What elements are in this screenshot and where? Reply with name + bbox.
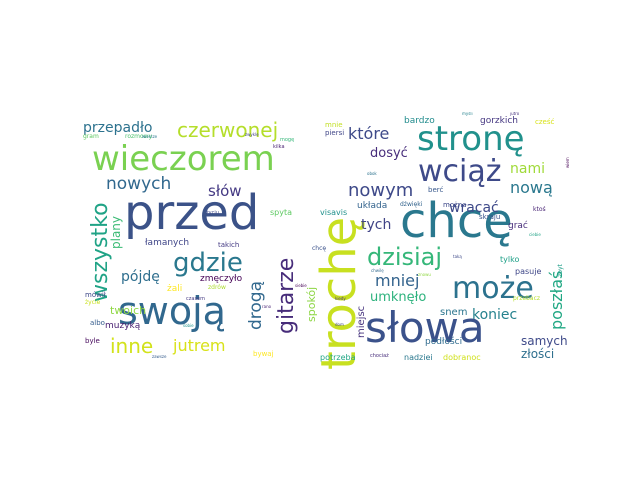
word-taka: taką	[453, 254, 462, 259]
word-chociaz: chociaż	[370, 353, 389, 359]
word-chce-large: chcę	[400, 193, 513, 249]
word-pasuje: pasuje	[515, 267, 542, 276]
word-nowych: nowych	[106, 174, 172, 194]
word-chce-small: chcę	[312, 245, 327, 252]
word-zwykle: zwykle	[245, 132, 259, 137]
word-potrzeba: potrzeba	[320, 353, 356, 362]
word-zbyt: zbyt	[557, 264, 564, 277]
word-wiem: wiem	[565, 157, 570, 168]
word-nowa: nową	[510, 178, 553, 197]
word-chwile: chwilę	[371, 268, 384, 273]
word-ktos: ktoś	[533, 206, 546, 213]
word-czerwonej: czerwonej	[177, 118, 279, 142]
word-nadziei: nadziei	[404, 353, 433, 362]
word-dzisiaj: dzisiaj	[367, 243, 443, 271]
word-swoja: swoją	[118, 289, 226, 333]
word-jutro: jutro	[510, 112, 520, 116]
word-koniec: koniec	[472, 307, 518, 323]
word-zlosci: złości	[521, 347, 555, 361]
word-albo: albo	[90, 319, 105, 327]
word-lamanych: łamanych	[145, 238, 190, 248]
word-muzyka: muzyką	[105, 321, 141, 331]
word-jutrem: jutrem	[173, 336, 226, 355]
word-uklada: układa	[357, 201, 388, 211]
word-samych: samych	[521, 334, 568, 348]
word-berc: berć	[428, 186, 444, 194]
word-visavis: visavis	[320, 208, 348, 217]
word-mozna: można	[443, 201, 467, 209]
word-rano: rano	[262, 304, 272, 309]
word-pojde: pójdę	[121, 269, 160, 285]
word-skraju: skraju	[479, 213, 501, 221]
word-wiersze: wiersze	[142, 134, 158, 139]
word-troche: trochę	[311, 216, 367, 369]
word-gorzkich: gorzkich	[480, 116, 519, 126]
word-moze: może	[452, 271, 534, 306]
word-plany: plany	[109, 215, 123, 249]
word-dzwieki: dźwięki	[400, 201, 423, 208]
word-dosyc: dosyć	[370, 146, 408, 161]
word-inne: inne	[110, 334, 154, 358]
word-zawsze: zawsze	[152, 354, 167, 359]
word-bardzo: bardzo	[404, 116, 435, 126]
word-spyta: spyta	[270, 208, 293, 217]
word-przepadlo: przepadło	[83, 120, 153, 136]
word-wieczorem: wieczorem	[92, 139, 275, 179]
word-przebacz: przebacz	[513, 295, 541, 302]
word-grac: grać	[508, 221, 528, 231]
word-gitarze: gitarze	[274, 257, 299, 334]
word-cloud: przed chcę trochę słowa swoją wieczorem …	[80, 112, 577, 369]
word-znowu: znowu	[418, 272, 431, 277]
word-dom: dom	[335, 322, 344, 327]
word-spokoj: spokój	[305, 286, 318, 322]
word-takich: takich	[218, 241, 240, 249]
word-mowil: mówił	[85, 291, 106, 299]
word-slowa: słowa	[365, 303, 485, 352]
word-strone: stronę	[417, 119, 525, 159]
word-ktore: które	[348, 124, 390, 143]
word-gram: gram	[83, 133, 99, 140]
word-sobie: sobie	[183, 323, 194, 328]
word-zyciu: życiu	[206, 210, 219, 216]
word-nami: nami	[510, 161, 545, 177]
word-mnie: mnie	[325, 121, 343, 129]
word-siebie: siebie	[295, 283, 307, 288]
word-mysli: myśli	[462, 112, 473, 116]
word-podlosci: podłości	[425, 337, 463, 347]
word-twoich: twoich	[110, 304, 147, 317]
word-wciaz: wciąż	[418, 154, 502, 189]
word-piersi: piersi	[325, 129, 345, 137]
word-gdzie: gdzie	[173, 248, 243, 278]
word-tylko: tylko	[500, 255, 520, 264]
word-slow: słów	[208, 182, 242, 200]
word-moge: mogę	[280, 137, 295, 143]
word-zycie: życie	[85, 299, 101, 306]
word-kilka: kilka	[273, 144, 285, 150]
word-rozmowy: rozmowy	[125, 133, 153, 140]
word-czasem: czasem	[186, 296, 205, 302]
word-byle: byle	[85, 337, 100, 345]
word-kiedy: kiedy	[335, 296, 346, 301]
word-miejsc: miejsc	[356, 305, 367, 338]
word-tych: tych	[361, 217, 392, 233]
word-przed: przed	[124, 185, 260, 241]
word-wracac: wracać	[449, 200, 499, 216]
word-ciebie: ciebie	[529, 232, 541, 237]
word-nowym: nowym	[348, 180, 414, 201]
word-obok: obok	[367, 171, 377, 176]
word-zdrow: zdrów	[208, 284, 226, 291]
word-umknelo: umknęło	[370, 290, 427, 305]
word-snem: snem	[440, 307, 468, 318]
word-dobranoc: dobranoc	[443, 353, 481, 362]
word-bywaj: bywaj	[253, 350, 274, 358]
word-zali: żali	[167, 284, 183, 294]
word-czesc: cześć	[535, 118, 555, 126]
word-poszlas: poszłaś	[547, 270, 566, 330]
word-zmeczylo: zmęczyło	[200, 274, 243, 284]
word-mniej: mniej	[375, 271, 420, 290]
